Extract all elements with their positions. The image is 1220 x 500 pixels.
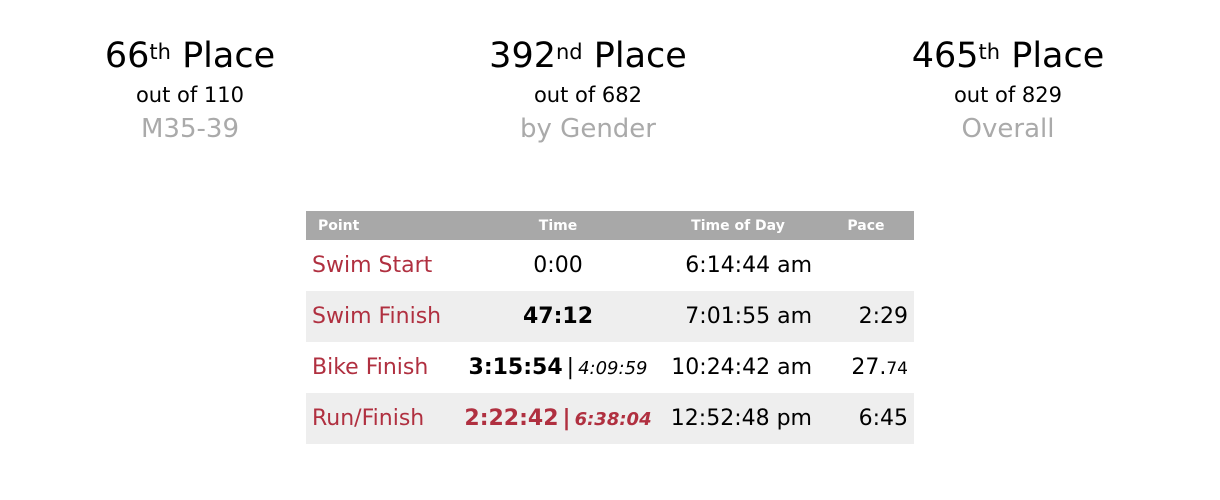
header-point: Point	[306, 211, 458, 240]
table-row: Swim Finish 47:12 7:01:55 am 2:29	[306, 291, 914, 342]
rank-age-group: 66th Place out of 110 M35-39	[10, 34, 370, 148]
rank-overall: 465th Place out of 829 Overall	[828, 34, 1188, 148]
pace: 27.74	[851, 355, 908, 380]
point: Swim Start	[312, 253, 433, 278]
table-row: Run/Finish 2:22:42 | 6:38:04 12:52:48 pm 6…	[306, 393, 914, 444]
header-pace: Pace	[818, 211, 914, 240]
pace: 6:45	[818, 393, 914, 444]
table-row: Bike Finish 3:15:54 | 4:09:59 10:24:42 am …	[306, 342, 914, 393]
header-time: Time	[458, 211, 658, 240]
time-of-day: 10:24:42 am	[671, 355, 812, 380]
table-row: Swim Start 0:00 6:14:44 am	[306, 240, 914, 291]
time-of-day: 7:01:55 am	[658, 291, 818, 342]
cumulative-time: 4:09:59	[578, 358, 648, 379]
header-time-of-day: Time of Day	[658, 211, 818, 240]
time: 47:12	[458, 291, 658, 342]
out-of: out of 829	[953, 83, 1063, 107]
pace: 2:29	[818, 291, 914, 342]
place: 392nd Place	[489, 36, 687, 76]
rank-gender: 392nd Place out of 682 by Gender	[408, 34, 768, 148]
place: 465th Place	[911, 36, 1105, 76]
category: by Gender	[520, 114, 656, 144]
split-time: 2:22:42	[464, 406, 559, 431]
time: 2:22:42 | 6:38:04	[458, 393, 658, 444]
time-of-day: 6:14:44 am	[685, 253, 812, 278]
time: 3:15:54 | 4:09:59	[468, 355, 648, 380]
point: Run/Finish	[306, 393, 458, 444]
place: 66th Place	[104, 36, 276, 76]
cumulative-time: 6:38:04	[574, 409, 652, 430]
time-of-day: 12:52:48 pm	[658, 393, 818, 444]
category: M35-39	[141, 114, 239, 144]
out-of: out of 110	[135, 83, 245, 107]
point: Swim Finish	[306, 291, 458, 342]
splits-table: Point Time Time of Day Pace Swim Start 0…	[306, 211, 914, 444]
pace	[818, 240, 914, 291]
time: 0:00	[533, 253, 583, 278]
category: Overall	[961, 114, 1055, 144]
out-of: out of 682	[533, 83, 643, 107]
point: Bike Finish	[312, 355, 429, 380]
split-time: 3:15:54	[468, 355, 563, 380]
